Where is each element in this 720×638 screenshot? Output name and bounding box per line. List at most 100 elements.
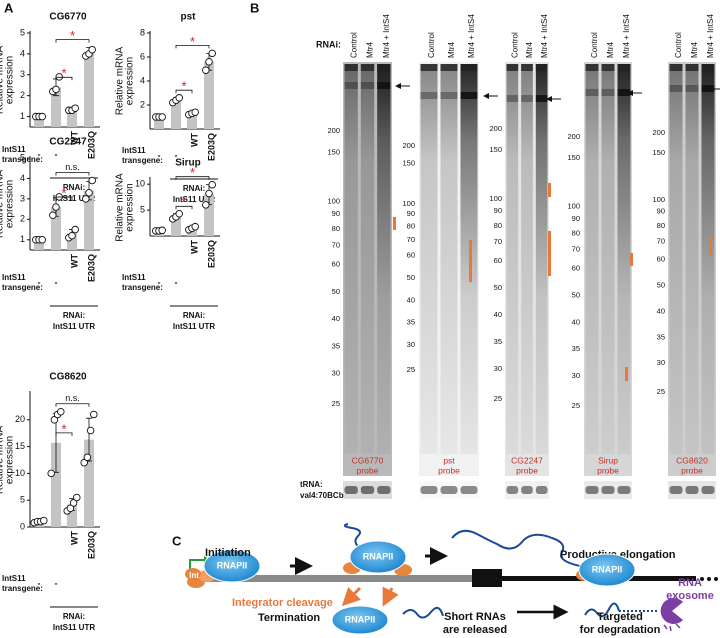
bar [204,61,214,129]
panel-label: B [250,0,259,15]
y-axis-label: Relative mRNA [115,47,126,116]
blot-band [460,92,478,99]
probe-label: probe [438,465,460,475]
step-label: Targeted [597,611,643,623]
size-marker: 25 [332,399,340,408]
trna-strip [505,481,549,499]
significance-label: n.s. [65,393,80,403]
bar [51,207,61,250]
size-marker: 35 [332,341,340,350]
rnapii-label: RNAPII [592,564,623,574]
y-tick-label: 3 [20,193,25,203]
size-marker: 80 [572,229,580,238]
data-point [69,499,78,507]
exosome-fragments [663,623,681,632]
lane-label: Control [590,32,599,58]
y-tick-label: 8 [140,27,145,37]
size-marker: 90 [657,207,665,216]
data-point [158,113,166,121]
y-tick-label: 2 [20,214,25,224]
y-tick-label: 2 [140,99,145,109]
y-tick-label: 10 [15,468,25,478]
y-tick-label: 5 [20,27,25,37]
step-label: for degradation [580,624,661,636]
enrichment-bar [548,183,551,197]
significance-bracket [55,76,73,81]
data-point [52,85,60,94]
size-marker: 40 [572,317,580,326]
data-point [38,236,46,244]
blot-well [701,64,715,71]
chart-title: pst [181,12,197,23]
bar [204,194,214,236]
transgene-label: IntS11 [2,273,26,282]
transgene-label: transgene: [2,584,43,593]
size-marker: 200 [327,126,340,135]
rnai-label: RNAi: [63,612,85,621]
blot-band [617,89,631,96]
ellipsis-dot [714,577,718,581]
rnai-label: IntS11 UTR [53,322,95,331]
y-axis-label: Relative mRNA [0,46,6,115]
size-marker: 150 [402,158,415,167]
rnai-label: IntS11 UTR [173,322,215,331]
x-tick-label: E203Q [86,531,96,559]
blot-lane [420,64,438,454]
trna-strip [668,481,716,499]
significance-label: * [190,34,195,49]
y-tick-label: 5 [20,495,25,505]
step-label: Termination [258,612,320,624]
bar [84,51,94,127]
bar [51,442,61,527]
blot-well [440,64,458,71]
blot-well [669,64,683,71]
data-point [88,176,96,185]
x-tick-label: WT [189,240,199,254]
short-rna [402,606,444,619]
blot-band [521,95,533,102]
size-marker: 60 [494,256,502,265]
data-point [205,58,213,66]
nascent-rna [343,523,361,549]
significance-label: * [181,79,186,94]
step-label: are released [443,624,507,636]
size-marker: 60 [407,251,415,260]
size-marker: 70 [407,235,415,244]
trna-label: val4:70BCb [300,491,344,500]
probe-label: Sirup [598,455,618,465]
lane-label: Mtr4 + IntS4 [467,14,476,58]
data-point [55,73,63,81]
size-marker: 50 [657,281,665,290]
blot-lane [601,64,615,454]
data-point [202,66,210,74]
data-point [191,222,199,231]
data-point [202,201,210,209]
enrichment-bar [548,231,551,276]
nascent-rna [451,529,601,571]
blot-well [521,64,533,71]
y-tick-label: 4 [20,48,25,58]
panel-label: A [4,0,14,15]
size-marker: 35 [407,318,415,327]
blot-lane [685,64,699,454]
significance-bracket [175,176,210,180]
blot-lane [377,64,391,454]
blot-band [360,82,375,89]
blot-lane [440,64,458,454]
lane-label: Control [674,32,683,58]
bar [67,233,77,250]
bar [51,87,61,127]
y-tick-label: 20 [15,414,25,424]
lane-label: Mtr4 [606,41,615,58]
gene-body [200,575,475,582]
blot-band [506,95,519,102]
bar [171,216,181,236]
y-axis-label: Relative mRNA [115,173,126,242]
size-marker: 40 [332,314,340,323]
lane-label: Mtr4 [525,41,534,58]
size-marker: 90 [407,209,415,218]
blot-lane [360,64,375,454]
y-axis-label: expression [5,56,16,104]
size-marker: 40 [494,310,502,319]
rnai-label: IntS11 UTR [173,195,215,204]
